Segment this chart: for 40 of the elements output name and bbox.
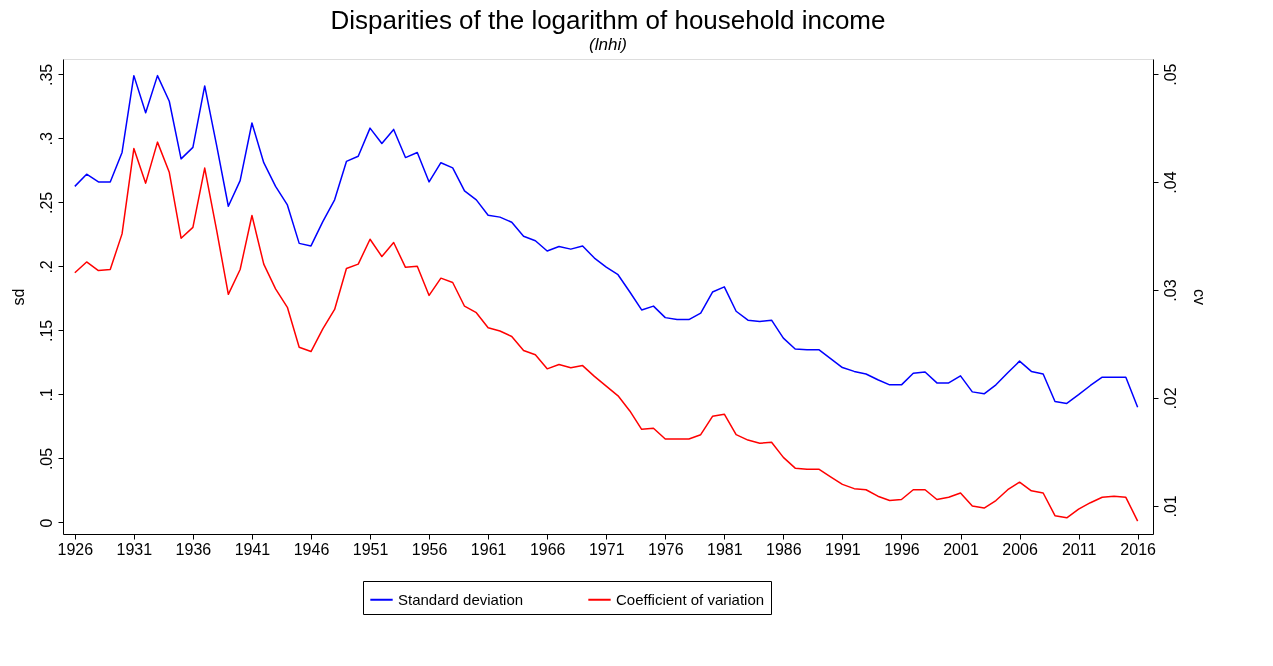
y2-axis-title: cv [1190,289,1208,305]
y2-tick-label: .03 [1161,279,1179,302]
x-tick-label: 1946 [293,540,330,558]
x-tick-label: 2016 [1120,540,1157,558]
y-tick-label: .2 [37,260,55,274]
x-tick-label: 1966 [529,540,566,558]
y-tick-label: 0 [37,518,55,528]
legend-label: Standard deviation [398,590,524,608]
y-axis-title: sd [9,288,27,306]
x-tick-label: 1926 [57,540,94,558]
x-tick-label: 1976 [647,540,684,558]
y2-tick-label: .02 [1161,387,1179,410]
x-tick-label: 1996 [884,540,920,558]
x-tick-label: 1971 [588,540,625,558]
x-tick-label: 1956 [411,540,448,558]
y2-tick-label: .01 [1161,495,1179,518]
x-tick-label: 1961 [470,540,507,558]
y-tick-label: .1 [37,388,55,402]
y2-tick-label: .04 [1161,171,1179,194]
y-tick-label: .3 [37,132,55,146]
y-tick-label: .15 [37,319,55,343]
x-tick-label: 1951 [352,540,389,558]
chart-subtitle: (lnhi) [589,35,627,54]
y2-tick-label: .05 [1161,63,1179,86]
y-tick-label: .05 [37,447,55,471]
x-tick-label: 1981 [707,540,743,558]
x-tick-label: 1991 [825,540,861,558]
line-series [74,74,1139,408]
x-tick-label: 1941 [234,540,271,558]
x-tick-label: 1931 [116,540,153,558]
x-tick-label: 1986 [766,540,802,558]
chart-title: Disparities of the logarithm of household income [330,5,886,35]
y-tick-label: .35 [37,63,55,86]
x-tick-label: 2001 [943,540,979,558]
y-tick-label: .25 [37,191,55,215]
legend-label: Coefficient of variation [616,590,765,608]
line-series [74,141,1139,522]
x-tick-label: 1936 [175,540,212,558]
x-tick-label: 2006 [1002,540,1038,558]
x-tick-label: 2011 [1061,540,1097,558]
